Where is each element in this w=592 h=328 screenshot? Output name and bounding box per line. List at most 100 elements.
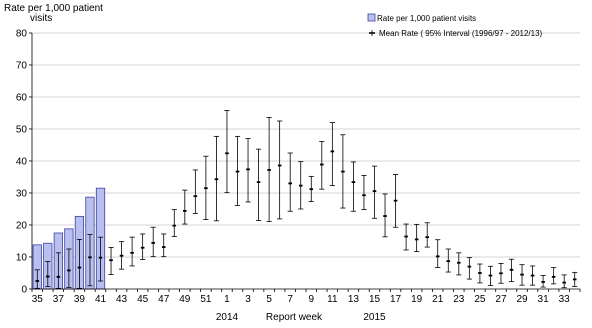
legend-errorbar-label: Mean Rate ( 95% Interval (1996/97 - 2012… bbox=[379, 29, 543, 38]
x-tick-label: 47 bbox=[158, 294, 170, 305]
y-axis-label: Rate per 1,000 patient visits bbox=[4, 4, 103, 24]
x-tick-label: 21 bbox=[432, 294, 444, 305]
errorbar-point bbox=[540, 275, 546, 288]
errorbar-point bbox=[329, 122, 335, 187]
x-tick-label: 23 bbox=[453, 294, 465, 305]
legend-bar-swatch bbox=[367, 13, 376, 22]
errorbar-point bbox=[277, 120, 283, 220]
errorbar-point bbox=[551, 267, 557, 285]
x-tick-label: 25 bbox=[474, 294, 486, 305]
y-tick-label: 50 bbox=[16, 125, 28, 136]
y-axis-label-line1: Rate per 1,000 patient bbox=[4, 3, 103, 14]
errorbar-point bbox=[45, 261, 51, 287]
y-tick-label: 10 bbox=[16, 253, 28, 264]
errorbar-point bbox=[118, 241, 125, 270]
x-tick-label: 19 bbox=[411, 294, 423, 305]
errorbar-point bbox=[466, 257, 472, 280]
x-tick-label: 41 bbox=[95, 294, 107, 305]
y-tick-label: 80 bbox=[16, 29, 28, 40]
errorbar-point bbox=[340, 134, 346, 209]
errorbar-point bbox=[414, 223, 420, 252]
x-tick-label: 15 bbox=[369, 294, 381, 305]
x-tick-label: 35 bbox=[32, 294, 44, 305]
y-tick-label: 40 bbox=[16, 157, 28, 168]
x-tick-label: 9 bbox=[308, 294, 314, 305]
errorbar-point bbox=[487, 265, 494, 286]
errorbar-point bbox=[161, 233, 167, 258]
x-tick-labels: 35 37 39 41 43 45 47 49 51 1 3 5 7 9 11 13 15 17 19 21 23 25 2… bbox=[32, 294, 570, 305]
errorbar-point bbox=[308, 175, 314, 203]
x-tick-label: 31 bbox=[538, 294, 550, 305]
y-axis-label-line2: visits bbox=[30, 13, 53, 24]
errorbar-point bbox=[424, 222, 430, 248]
errorbar-point bbox=[213, 135, 220, 222]
x-tick-label: 13 bbox=[348, 294, 360, 305]
x-tick-label: 43 bbox=[116, 294, 128, 305]
x-axis-label: Report week bbox=[266, 312, 323, 323]
errorbar-point bbox=[234, 135, 241, 206]
year-labels: 2014 2015 bbox=[216, 312, 386, 323]
errorbar-point bbox=[508, 258, 515, 283]
y-tick-label: 0 bbox=[21, 285, 27, 296]
x-tick-label: 51 bbox=[200, 294, 212, 305]
year-label: 2015 bbox=[363, 312, 386, 323]
errorbar-point bbox=[445, 248, 451, 273]
errorbar-point bbox=[435, 239, 441, 268]
errorbar-point bbox=[529, 265, 536, 286]
x-tick-label: 3 bbox=[245, 294, 251, 305]
errorbar-point bbox=[319, 141, 325, 190]
errorbar-point bbox=[287, 152, 293, 212]
errorbar-point bbox=[97, 236, 104, 282]
x-tick-label: 17 bbox=[390, 294, 402, 305]
errorbar-point bbox=[371, 165, 378, 219]
errorbar-point bbox=[150, 226, 156, 258]
errorbar-point bbox=[519, 264, 525, 286]
errorbar-point bbox=[255, 148, 262, 221]
y-tick-label: 60 bbox=[16, 93, 28, 104]
x-tick-label: 1 bbox=[224, 294, 230, 305]
x-tick-label: 27 bbox=[495, 294, 507, 305]
x-tick-label: 37 bbox=[53, 294, 65, 305]
x-tick-label: 33 bbox=[559, 294, 571, 305]
errorbar-point bbox=[350, 161, 357, 212]
errorbar-point bbox=[572, 271, 578, 287]
errorbar-point bbox=[108, 246, 114, 276]
y-tick-label: 70 bbox=[16, 61, 28, 72]
errorbar-point bbox=[171, 209, 177, 237]
legend: Rate per 1,000 patient visits Mean Rate … bbox=[367, 13, 543, 38]
errorbar-point bbox=[76, 238, 83, 289]
errorbar-point bbox=[403, 223, 409, 251]
y-tick-label: 20 bbox=[16, 221, 28, 232]
x-tick-label: 11 bbox=[327, 294, 338, 305]
errorbar-point bbox=[182, 189, 188, 225]
errorbar-point bbox=[477, 263, 483, 284]
legend-bar-label: Rate per 1,000 patient visits bbox=[377, 14, 476, 23]
errorbar-point bbox=[456, 252, 462, 276]
axes bbox=[29, 32, 581, 292]
errorbar-point bbox=[361, 174, 367, 211]
x-tick-label: 45 bbox=[137, 294, 149, 305]
errorbar-point bbox=[87, 234, 93, 287]
errorbar-point bbox=[298, 161, 304, 210]
x-tick-label: 7 bbox=[287, 294, 293, 305]
errorbar-point bbox=[140, 233, 146, 260]
errorbar-point bbox=[392, 174, 399, 228]
x-tick-label: 5 bbox=[266, 294, 272, 305]
errorbar-point bbox=[55, 252, 61, 289]
errorbar-point bbox=[66, 248, 72, 288]
y-tick-labels: 0 10 20 30 40 50 60 70 80 bbox=[16, 29, 28, 296]
y-tick-label: 30 bbox=[16, 189, 28, 200]
year-label: 2014 bbox=[216, 312, 239, 323]
errorbar-point bbox=[382, 193, 388, 238]
x-tick-label: 39 bbox=[74, 294, 86, 305]
errorbar-point bbox=[34, 269, 40, 289]
errorbar-point bbox=[561, 274, 567, 289]
errorbar-point bbox=[224, 110, 230, 194]
legend-errorbar-swatch bbox=[369, 30, 375, 36]
errorbar-point bbox=[203, 155, 209, 220]
gridlines bbox=[32, 32, 580, 258]
x-tick-label: 49 bbox=[179, 294, 191, 305]
errorbar-point bbox=[266, 117, 272, 222]
errorbar-point bbox=[498, 262, 504, 284]
